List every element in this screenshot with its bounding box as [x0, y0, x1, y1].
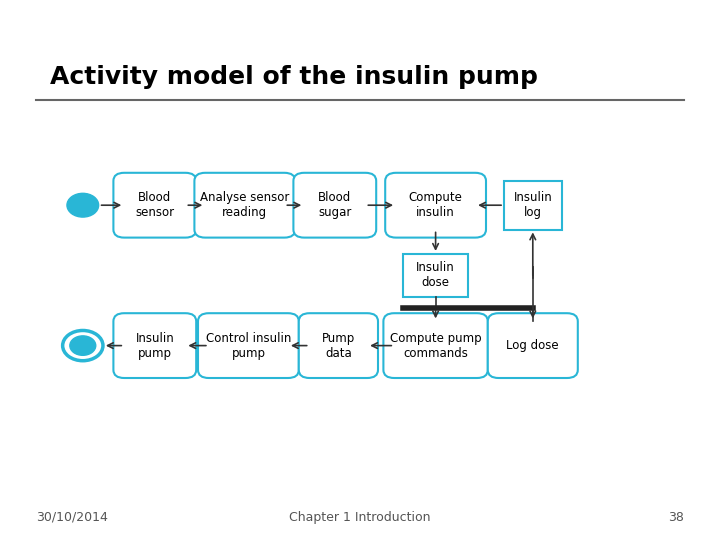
FancyBboxPatch shape: [403, 254, 468, 297]
Circle shape: [70, 336, 96, 355]
Text: Blood
sensor: Blood sensor: [135, 191, 174, 219]
Text: Compute pump
commands: Compute pump commands: [390, 332, 482, 360]
Text: Blood
sugar: Blood sugar: [318, 191, 351, 219]
Text: Log dose: Log dose: [506, 339, 559, 352]
Circle shape: [63, 330, 103, 361]
Text: Insulin
dose: Insulin dose: [416, 261, 455, 289]
Text: Pump
data: Pump data: [322, 332, 355, 360]
Circle shape: [67, 193, 99, 217]
Text: Insulin
pump: Insulin pump: [135, 332, 174, 360]
Text: Control insulin
pump: Control insulin pump: [206, 332, 291, 360]
Text: Insulin
log: Insulin log: [513, 191, 552, 219]
Text: Chapter 1 Introduction: Chapter 1 Introduction: [289, 511, 431, 524]
FancyBboxPatch shape: [294, 173, 377, 238]
FancyBboxPatch shape: [504, 181, 562, 230]
FancyBboxPatch shape: [113, 173, 196, 238]
Text: Analyse sensor
reading: Analyse sensor reading: [200, 191, 289, 219]
FancyBboxPatch shape: [385, 173, 486, 238]
Text: Compute
insulin: Compute insulin: [409, 191, 462, 219]
FancyBboxPatch shape: [198, 313, 299, 378]
FancyBboxPatch shape: [383, 313, 488, 378]
FancyBboxPatch shape: [488, 313, 577, 378]
Text: Activity model of the insulin pump: Activity model of the insulin pump: [50, 65, 539, 89]
FancyBboxPatch shape: [299, 313, 378, 378]
FancyBboxPatch shape: [194, 173, 295, 238]
Text: 30/10/2014: 30/10/2014: [36, 511, 108, 524]
FancyBboxPatch shape: [113, 313, 196, 378]
Text: 38: 38: [668, 511, 684, 524]
